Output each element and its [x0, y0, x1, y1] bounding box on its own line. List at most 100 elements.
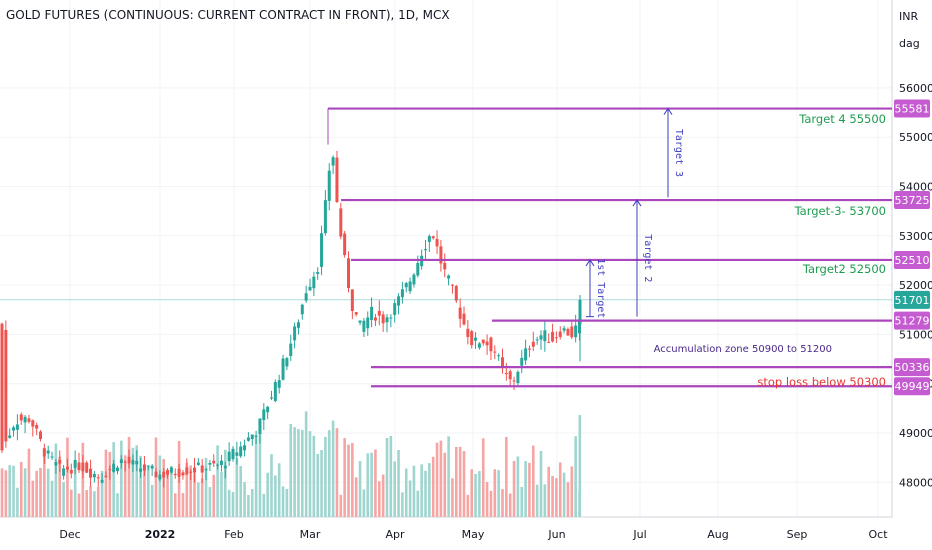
candle-body: [293, 326, 297, 341]
price-badge: [894, 311, 930, 330]
candle-body: [412, 274, 416, 285]
price-badge: [894, 191, 930, 210]
candle-body: [131, 459, 135, 465]
candle-body: [246, 437, 250, 441]
volume-bar: [331, 420, 335, 517]
volume-bar: [120, 440, 123, 517]
candle-body: [535, 339, 539, 341]
volume-bar: [93, 491, 96, 517]
time-tick-label: 2022: [145, 528, 176, 541]
volume-bar: [108, 451, 112, 517]
candle-body: [570, 326, 574, 338]
volume-bar: [266, 472, 269, 517]
candle-body: [362, 320, 366, 332]
time-tick-label: Feb: [224, 528, 243, 541]
candle-body: [227, 451, 231, 462]
volume-bar: [439, 440, 443, 517]
candle-body: [289, 343, 293, 356]
volume-bar: [385, 438, 389, 517]
candle-body: [77, 462, 81, 471]
candle-body: [450, 284, 454, 286]
volume-bar: [474, 473, 477, 517]
volume-bar: [274, 475, 277, 517]
arrow-label: Target 3: [673, 129, 684, 177]
volume-bar: [512, 460, 516, 517]
volume-bar: [366, 453, 370, 517]
candle-body: [466, 328, 470, 338]
candle-body: [485, 341, 489, 346]
candle-body: [189, 471, 193, 473]
candle-body: [181, 472, 185, 476]
volume-bar: [243, 482, 246, 517]
volume-bar: [458, 446, 462, 517]
unit-label: dag: [899, 37, 920, 50]
price-tick-label: 52000: [899, 279, 932, 292]
volume-bar: [127, 436, 131, 517]
volume-bar: [23, 468, 27, 517]
candle-body: [427, 236, 431, 242]
volume-bar: [123, 455, 127, 517]
volume-bar: [301, 429, 304, 517]
candle-body: [108, 469, 112, 471]
candle-body: [89, 468, 93, 478]
candle-body: [458, 307, 462, 319]
candle-body: [277, 380, 281, 388]
candle-body: [42, 448, 46, 457]
candle-body: [551, 331, 555, 342]
candle-body: [273, 382, 277, 402]
volume-bar: [27, 448, 31, 517]
volume-bar: [297, 429, 300, 517]
candle-body: [100, 479, 104, 483]
time-tick-label: Oct: [868, 528, 888, 541]
candle-body: [339, 208, 343, 237]
time-tick-label: May: [462, 528, 485, 541]
candle-body: [39, 431, 42, 440]
price-tick-label: 49000: [899, 427, 932, 440]
candle-body: [243, 445, 247, 451]
volume-bar: [50, 480, 54, 517]
candle-body: [300, 304, 304, 315]
candle-body: [323, 200, 327, 234]
volume-bar: [77, 493, 81, 517]
candle-body: [69, 469, 73, 474]
candle-body: [497, 355, 501, 357]
arrow-head: [585, 259, 595, 267]
price-badge-label: 53725: [895, 194, 930, 207]
volume-bar: [370, 452, 373, 517]
candle-body: [508, 371, 512, 380]
volume-bar: [227, 489, 231, 517]
candle-body: [208, 462, 212, 465]
candle-body: [504, 373, 508, 375]
volume-bar: [389, 435, 393, 517]
candle-body: [266, 406, 270, 413]
candle-body: [408, 281, 412, 292]
target-arrow: Target 2: [632, 199, 653, 317]
volume-bar: [39, 467, 42, 517]
volume-bar: [462, 451, 466, 517]
candle-body: [327, 170, 331, 201]
volume-bar: [485, 481, 489, 517]
candle-body: [239, 446, 243, 457]
candle-body: [296, 322, 300, 328]
volume-bar: [520, 486, 524, 517]
volume-bar: [200, 478, 204, 517]
candle-body: [177, 468, 181, 477]
candle-body: [119, 459, 123, 464]
candle-body: [35, 425, 39, 429]
candle-body: [574, 325, 578, 338]
time-tick-label: Jul: [632, 528, 646, 541]
time-tick-label: Sep: [787, 528, 808, 541]
volume-bar: [54, 443, 58, 517]
candle-body: [231, 448, 235, 460]
candle-body: [31, 420, 35, 427]
volume-bar: [150, 484, 154, 517]
volume-bar: [104, 449, 108, 517]
candle-body: [158, 474, 162, 480]
volume-bar: [339, 494, 343, 517]
candle-body: [377, 310, 381, 316]
candle-body: [470, 331, 474, 346]
volume-bar: [428, 463, 431, 517]
volume-bar: [455, 447, 458, 517]
time-tick-label: Mar: [300, 528, 321, 541]
